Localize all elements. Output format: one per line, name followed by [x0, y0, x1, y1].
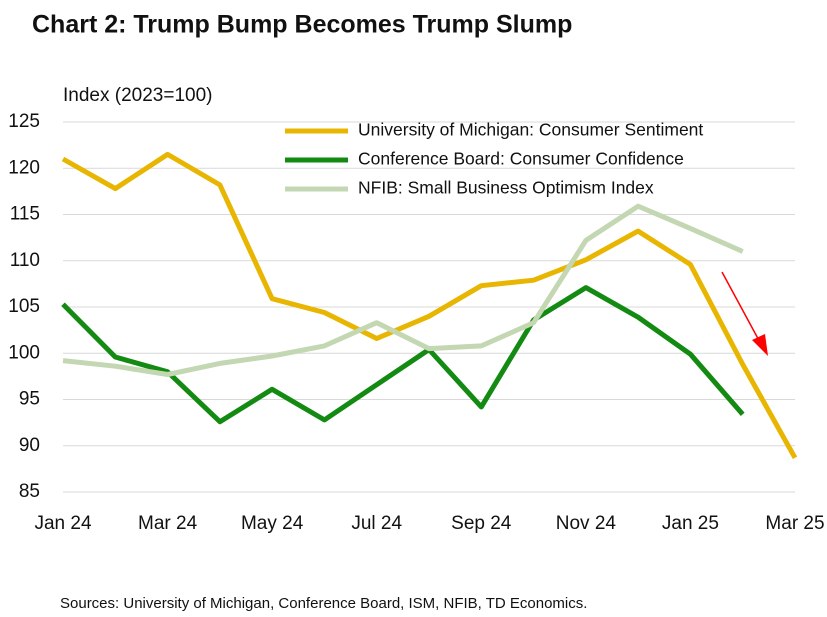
source: Sources: University of Michigan, Confere… [60, 595, 587, 612]
y-tick-label: 85 [19, 481, 40, 502]
y-tick-label: 120 [8, 157, 40, 178]
lines [61, 151, 798, 460]
x-tick-label: May 24 [241, 513, 304, 534]
annotation-arrowhead [752, 334, 768, 356]
y-tick-label: 115 [10, 204, 40, 225]
series-line [61, 285, 745, 425]
x-tick-label: Mar 24 [138, 513, 198, 534]
series-line [61, 151, 798, 460]
x-tick-label: Jan 24 [34, 513, 91, 534]
y-tick-label: 110 [10, 250, 40, 271]
x-tick-label: Sep 24 [451, 513, 512, 534]
legend-label: NFIB: Small Business Optimism Index [358, 178, 654, 198]
series-line [62, 203, 744, 377]
x-tick-label: Nov 24 [556, 513, 617, 534]
y-tick-label: 95 [19, 389, 40, 410]
x-tick-label: Jan 25 [662, 513, 719, 534]
y-tick-label: 90 [19, 435, 40, 456]
y-tick-label: 125 [8, 111, 40, 132]
legend-label: University of Michigan: Consumer Sentime… [358, 120, 703, 140]
chart-title: Chart 2: Trump Bump Becomes Trump Slump [32, 11, 572, 39]
y-axis-label: Index (2023=100) [63, 85, 212, 106]
annotation-arrow [721, 271, 763, 347]
x-tick-label: Jul 24 [351, 513, 402, 534]
grid [63, 121, 795, 493]
x-tick-label: Mar 25 [765, 513, 824, 534]
y-tick-label: 100 [8, 342, 40, 363]
legend-label: Conference Board: Consumer Confidence [358, 149, 684, 169]
y-tick-label: 105 [8, 296, 40, 317]
